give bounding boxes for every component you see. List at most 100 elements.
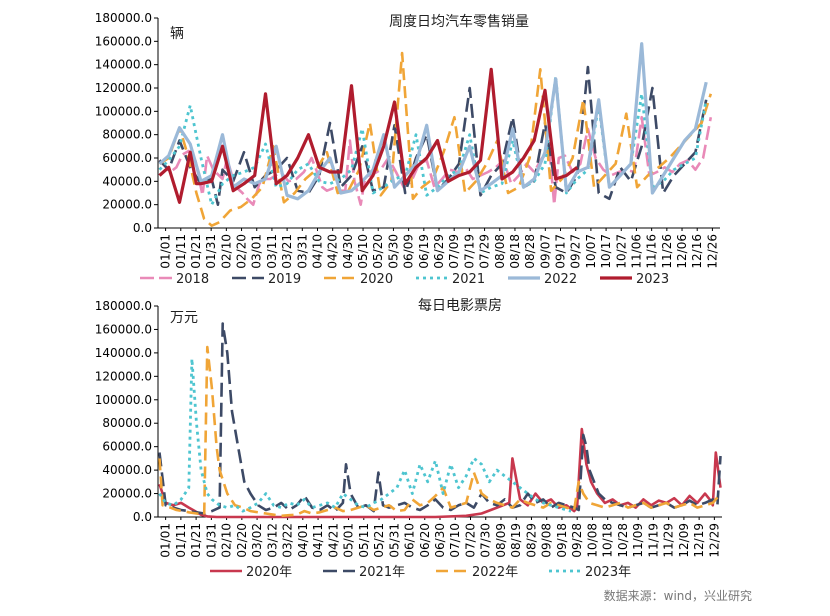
chart-0-x-tick-label: 11/16 [645, 234, 659, 269]
chart-1-x-tick-label: 06/20 [418, 523, 432, 558]
chart-1-legend-label-0: 2020年 [246, 565, 292, 580]
chart-1-y-tick-label: 20000.0 [102, 487, 152, 501]
chart-0-y-tick-label: 100000.0 [95, 104, 152, 118]
chart-1-x-tick-label: 08/09 [494, 523, 508, 558]
chart-1-y-tick-label: 100000.0 [95, 393, 152, 407]
chart-0-x-tick-label: 03/01 [250, 234, 264, 269]
chart-1-x-tick-label: 02/20 [235, 523, 249, 558]
chart-1-y-tick-label: 120000.0 [95, 369, 152, 383]
chart-1-x-tick-label: 12/29 [707, 523, 721, 558]
chart-1-x-tick-label: 11/19 [646, 523, 660, 558]
chart-1-x-tick-label: 01/31 [204, 523, 218, 558]
chart-1-y-unit-label: 万元 [170, 310, 198, 326]
chart-1-x-tick-label: 09/18 [555, 523, 569, 558]
chart-0-legend-label-0: 2018 [176, 272, 209, 287]
chart-0-x-tick-label: 10/07 [584, 234, 598, 269]
chart-0-series-line-5 [158, 67, 579, 204]
chart-1-x-tick-label: 08/29 [524, 523, 538, 558]
chart-0-y-tick-label: 60000.0 [102, 151, 152, 165]
chart-1-y-tick-label: 60000.0 [102, 440, 152, 454]
chart-1-y-tick-label: 180000.0 [95, 299, 152, 313]
chart-0-legend-label-2: 2020 [360, 272, 393, 287]
chart-0-x-tick-label: 04/10 [310, 234, 324, 269]
chart-0-x-tick-label: 01/11 [174, 234, 188, 269]
chart-1-x-tick-label: 05/21 [372, 523, 386, 558]
chart-1-x-tick-label: 02/10 [220, 523, 234, 558]
chart-0-x-tick-label: 03/11 [265, 234, 279, 269]
chart-0-y-tick-label: 40000.0 [102, 174, 152, 188]
chart-0-y-tick-label: 180000.0 [95, 11, 152, 25]
chart-0-series-line-2 [158, 51, 713, 227]
chart-1-y-tick-label: 140000.0 [95, 346, 152, 360]
chart-0-series-line-1 [158, 65, 708, 206]
chart-1-x-tick-label: 05/01 [342, 523, 356, 558]
chart-1-legend-label-1: 2021年 [359, 565, 405, 580]
chart-0-y-tick-label: 160000.0 [95, 34, 152, 48]
chart-0-x-tick-label: 07/19 [462, 234, 476, 269]
chart-0-y-tick-label: 20000.0 [102, 198, 152, 212]
chart-0-title: 周度日均汽车零售销量 [389, 13, 529, 30]
chart-1-y-tick-label: 160000.0 [95, 322, 152, 336]
chart-1-x-tick-label: 03/22 [281, 523, 295, 558]
chart-0-x-tick-label: 09/17 [554, 234, 568, 269]
chart-1-y-tick-label: 0.0 [133, 510, 152, 524]
chart-0-y-tick-label: 80000.0 [102, 128, 152, 142]
chart-1-x-tick-label: 07/30 [479, 523, 493, 558]
chart-0-x-tick-label: 06/19 [417, 234, 431, 269]
chart-1-y-tick-label: 80000.0 [102, 416, 152, 430]
chart-0-legend-label-4: 2022 [544, 272, 577, 287]
chart-1-x-tick-label: 10/28 [616, 523, 630, 558]
chart-0-x-tick-label: 02/20 [235, 234, 249, 269]
chart-1-x-tick-label: 05/11 [357, 523, 371, 558]
chart-0-x-tick-label: 11/06 [629, 234, 643, 269]
chart-1-series-line-2 [158, 345, 722, 518]
chart-0-x-tick-label: 01/21 [189, 234, 203, 269]
chart-0-x-tick-label: 11/26 [660, 234, 674, 269]
chart-0-series-line-4 [158, 42, 708, 201]
chart-1-x-tick-label: 04/11 [311, 523, 325, 558]
chart-0-x-tick-label: 12/26 [705, 234, 719, 269]
chart-0-x-tick-label: 05/10 [356, 234, 370, 269]
chart-1-x-tick-label: 01/21 [189, 523, 203, 558]
chart-0-y-tick-label: 0.0 [133, 221, 152, 235]
chart-0-x-tick-label: 04/20 [326, 234, 340, 269]
chart-1-x-tick-label: 06/30 [433, 523, 447, 558]
chart-1-x-tick-label: 04/01 [296, 523, 310, 558]
chart-0-legend-label-1: 2019 [268, 272, 301, 287]
chart-1-x-tick-label: 09/28 [570, 523, 584, 558]
chart-1-x-tick-label: 11/29 [662, 523, 676, 558]
chart-1-x-tick-label: 05/31 [387, 523, 401, 558]
chart-0-x-tick-label: 05/30 [386, 234, 400, 269]
chart-0-x-tick-label: 12/06 [675, 234, 689, 269]
chart-0-y-tick-label: 120000.0 [95, 81, 152, 95]
chart-0-x-tick-label: 08/28 [523, 234, 537, 269]
source-note: 数据来源：wind，兴业研究 [603, 589, 752, 603]
chart-1-x-tick-label: 10/08 [585, 523, 599, 558]
chart-0-x-tick-label: 04/30 [341, 234, 355, 269]
chart-1-x-tick-label: 03/02 [250, 523, 264, 558]
chart-1-x-tick-label: 07/10 [448, 523, 462, 558]
chart-0-x-tick-label: 02/10 [219, 234, 233, 269]
chart-1-x-tick-label: 11/09 [631, 523, 645, 558]
chart-1-series-line-1 [158, 322, 722, 515]
chart-0-legend-label-3: 2021 [452, 272, 485, 287]
chart-0-x-tick-label: 07/29 [478, 234, 492, 269]
chart-0-x-tick-label: 06/29 [432, 234, 446, 269]
chart-0-x-tick-label: 08/08 [493, 234, 507, 269]
chart-0-series-line-0 [158, 115, 713, 206]
chart-0-x-tick-label: 12/16 [690, 234, 704, 269]
chart-0-x-tick-label: 01/01 [159, 234, 173, 269]
chart-0-x-tick-label: 01/31 [204, 234, 218, 269]
chart-1-x-tick-label: 10/18 [601, 523, 615, 558]
chart-1-x-tick-label: 08/19 [509, 523, 523, 558]
chart-1-x-tick-label: 06/10 [403, 523, 417, 558]
chart-1-x-tick-label: 01/11 [174, 523, 188, 558]
chart-0-legend-label-5: 2023 [636, 272, 669, 287]
chart-1-legend-label-3: 2023年 [585, 565, 631, 580]
chart-1-x-tick-label: 12/19 [692, 523, 706, 558]
chart-0-y-tick-label: 140000.0 [95, 58, 152, 72]
chart-1-x-tick-label: 07/20 [463, 523, 477, 558]
chart-1-x-tick-label: 04/21 [326, 523, 340, 558]
chart-0-x-tick-label: 08/18 [508, 234, 522, 269]
